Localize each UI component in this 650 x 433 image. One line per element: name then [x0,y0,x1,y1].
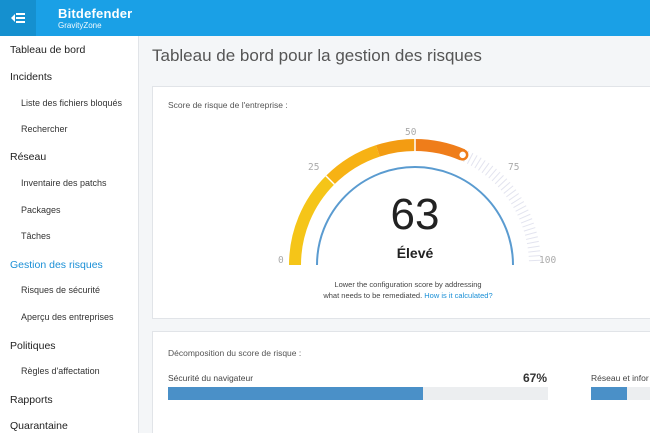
gauge-remaining-tick [494,174,504,185]
gauge-remaining-tick [510,197,522,205]
gauge-inner-arc [316,166,514,266]
risk-breakdown-label: Décomposition du score de risque : [168,348,302,358]
browser-security-bar-fill [168,387,423,400]
gauge-remaining-tick [485,165,494,176]
gauge-remaining-tick [488,168,497,179]
gauge-tick-50: 50 [405,127,417,138]
gauge-hint: Lower the configuration score by address… [253,279,563,301]
gauge-remaining-tick [523,227,536,232]
gauge-remaining-tick [527,245,540,249]
page-title: Tableau de bord pour la gestion des risq… [152,46,482,65]
gauge-remaining-tick [525,236,538,240]
gauge-progress-segment [325,145,380,185]
gauge-remaining-tick [513,201,525,209]
sidebar-item-patch-inventory[interactable]: Inventaire des patchs [21,178,107,188]
network-info-bar-fill [591,387,627,400]
gauge-remaining-tick [508,193,520,201]
sidebar-item-packages[interactable]: Packages [21,205,61,215]
risk-breakdown-card: Décomposition du score de risque : Sécur… [152,331,650,433]
hint-line-1: Lower the configuration score by address… [334,280,482,289]
gauge-remaining-tick [474,157,482,169]
hint-line-2: what needs to be remediated. [323,291,423,300]
network-info-bar [591,387,650,400]
how-calculated-link[interactable]: How is it calculated? [424,291,493,300]
gauge-progress-segment [376,139,416,157]
browser-security-bar [168,387,548,400]
gauge-tick-0: 0 [278,255,284,266]
gauge-remaining-tick [517,209,529,216]
gauge-remaining-tick [524,231,537,236]
collapse-menu-icon [11,13,25,23]
brand-logo[interactable]: Bitdefender GravityZone [58,7,132,30]
gauge-remaining-tick [478,160,486,171]
browser-security-label: Sécurité du navigateur [168,373,254,383]
gauge-tick-25: 25 [308,162,320,173]
sidebar: Tableau de bord Incidents Liste des fich… [0,36,139,433]
sidebar-item-security-risks[interactable]: Risques de sécurité [21,285,101,295]
gauge-progress-segment [289,175,335,266]
sidebar-item-company-overview[interactable]: Aperçu des entreprises [21,312,114,322]
sidebar-item-dashboard[interactable]: Tableau de bord [10,44,86,56]
gauge-remaining-tick [520,218,533,224]
gauge-remaining-tick [528,255,541,257]
gauge-remaining-tick [522,222,534,228]
risk-level-label: Élevé [396,245,434,261]
main-content: Tableau de bord pour la gestion des risq… [140,36,650,433]
gauge-remaining-tick [481,162,490,174]
network-info-label: Réseau et infor [591,373,649,383]
sidebar-item-assignment-rules[interactable]: Règles d'affectation [21,366,100,376]
collapse-menu-button[interactable] [0,0,36,36]
browser-security-percent: 67% [523,371,548,385]
sidebar-item-network[interactable]: Réseau [10,151,47,163]
sidebar-item-search[interactable]: Rechercher [21,124,68,134]
gauge-remaining-tick [506,189,517,198]
gauge-remaining-tick [528,250,541,253]
gauge-tick-75: 75 [508,162,520,173]
gauge-remaining-tick [519,213,531,220]
gauge-remaining-tick [497,178,508,188]
sidebar-item-reports[interactable]: Rapports [10,394,53,406]
gauge-score-marker [456,149,469,161]
gauge-remaining-tick [466,152,474,164]
sidebar-item-blocked-files[interactable]: Liste des fichiers bloqués [21,98,123,108]
gauge-remaining-tick [500,181,511,191]
gauge-remaining-tick [503,185,514,194]
brand-product: GravityZone [58,20,102,30]
risk-score-label: Score de risque de l'entreprise : [168,100,288,110]
gauge-remaining-tick [470,155,478,167]
sidebar-item-quarantine[interactable]: Quarantaine [10,420,68,432]
sidebar-item-tasks[interactable]: Tâches [21,231,51,241]
sidebar-item-policies[interactable]: Politiques [10,340,56,352]
gauge-remaining-tick [491,171,501,182]
risk-score-card: Score de risque de l'entreprise : 0 25 5… [152,86,650,319]
gauge-tick-100: 100 [539,255,557,266]
brand-name: Bitdefender [58,5,133,21]
top-bar: Bitdefender GravityZone [0,0,650,36]
risk-score-value: 63 [390,190,440,239]
gauge-remaining-tick [526,240,539,245]
risk-gauge [289,139,541,266]
gauge-remaining-tick [515,205,527,212]
sidebar-item-incidents[interactable]: Incidents [10,71,53,83]
sidebar-item-risk-management[interactable]: Gestion des risques [10,259,103,271]
gauge-progress-segment [414,139,466,161]
gauge-major-tick [325,175,335,185]
